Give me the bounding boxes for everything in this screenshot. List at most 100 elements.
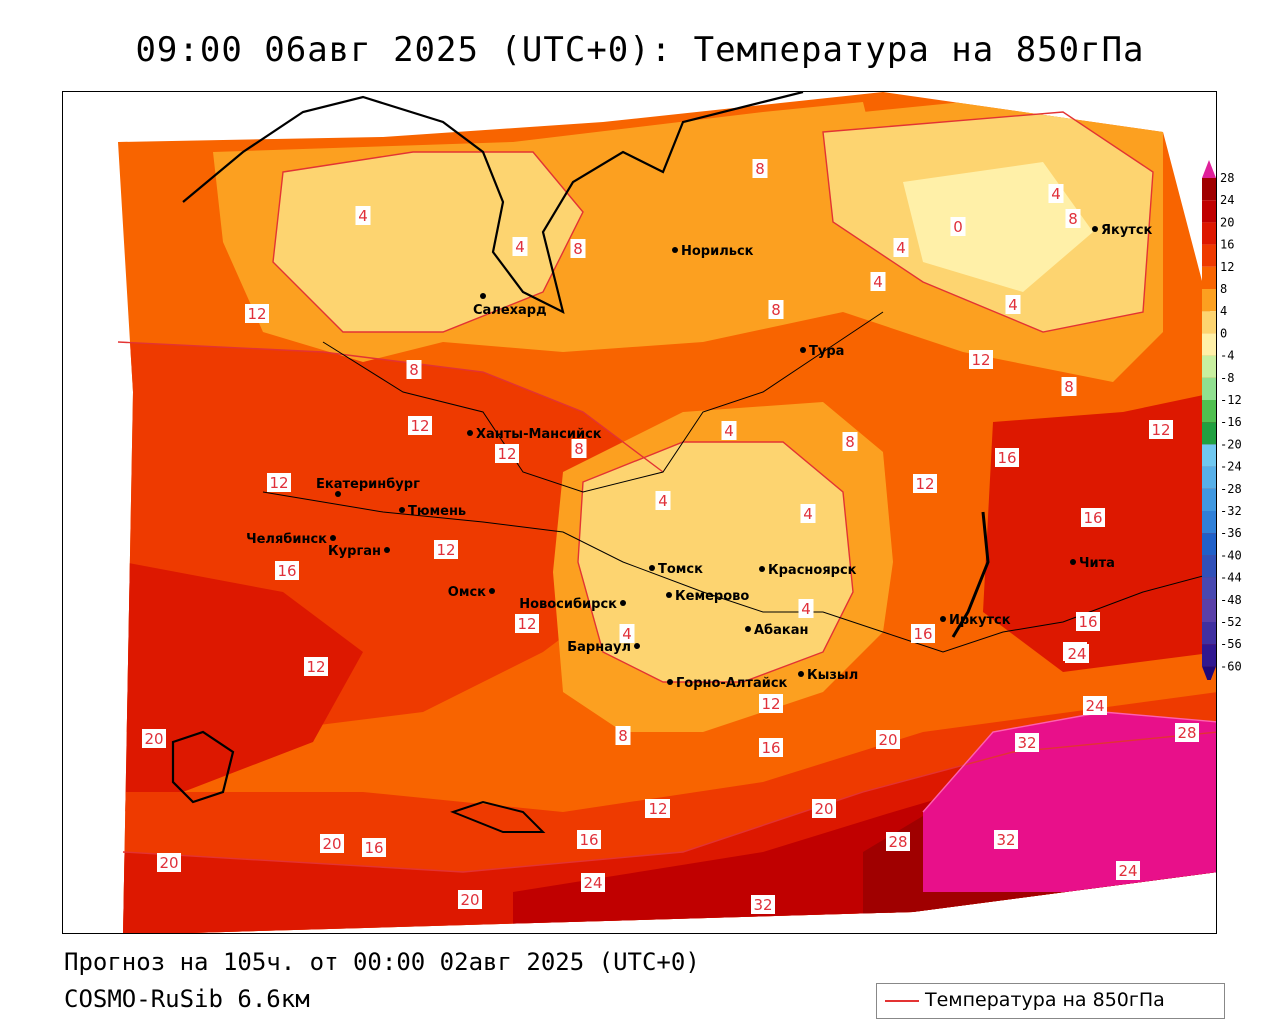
- city-dot: [800, 347, 806, 353]
- city-dot: [384, 547, 390, 553]
- svg-text:20: 20: [814, 800, 833, 818]
- svg-text:12: 12: [648, 800, 667, 818]
- city-dot: [666, 592, 672, 598]
- contour-labels-layer: 4488840484128448128121284481212161612161…: [142, 159, 1199, 914]
- svg-text:20: 20: [322, 835, 341, 853]
- colorbar-tick-label: -12: [1220, 393, 1242, 407]
- svg-text:4: 4: [515, 238, 525, 256]
- colorbar-swatch: [1202, 178, 1216, 201]
- arctic-coastline: [182, 92, 804, 315]
- caspian-sea: [171, 730, 235, 804]
- svg-text:16: 16: [1078, 613, 1097, 631]
- map-title: 09:00 06авг 2025 (UTC+0): Температура на…: [135, 30, 1145, 70]
- contour-label: 20: [812, 799, 836, 818]
- contour-label: 20: [458, 890, 482, 909]
- svg-text:32: 32: [996, 831, 1015, 849]
- city-label: Салехард: [473, 303, 547, 318]
- colorbar-swatch: [1202, 266, 1216, 289]
- svg-text:12: 12: [306, 658, 325, 676]
- city-label: Барнаул: [567, 640, 631, 655]
- contour-label: 4: [355, 206, 371, 225]
- colorbar-tick-label: -4: [1220, 349, 1234, 363]
- colorbar-swatch: [1202, 444, 1216, 467]
- svg-text:8: 8: [845, 433, 855, 451]
- contour-label: 20: [142, 729, 166, 748]
- colorbar-swatch: [1202, 599, 1216, 622]
- contour-label: 8: [571, 439, 587, 458]
- contour-4-central: [577, 441, 854, 683]
- contour-label: 12: [759, 694, 783, 713]
- colorbar-tick-label: -20: [1220, 437, 1242, 451]
- contour-label: 12: [913, 474, 937, 493]
- legend-label: Температура на 850гПа: [925, 989, 1165, 1011]
- svg-text:24: 24: [1118, 862, 1137, 880]
- city-label: Новосибирск: [519, 597, 617, 612]
- svg-text:12: 12: [761, 695, 780, 713]
- contour-label: 16: [759, 738, 783, 757]
- contour-label: 24: [1083, 696, 1107, 715]
- colorbar-tick-label: 0: [1220, 326, 1227, 340]
- contour-label: 8: [1061, 377, 1077, 396]
- contour-label: 32: [994, 830, 1018, 849]
- map-frame[interactable]: Норильск Якутск Салехард Тура Ханты-Мансийск…: [62, 91, 1217, 934]
- contour-label: 4: [655, 491, 671, 510]
- contour-label: 20: [320, 834, 344, 853]
- svg-text:0: 0: [953, 218, 963, 236]
- svg-text:20: 20: [159, 854, 178, 872]
- colorbar: 28 24 20 16 12 8 4 0 -4 -8 -12 -16 -20 -24 -28 -32 -36 -4…: [1202, 160, 1242, 680]
- svg-text:32: 32: [753, 896, 772, 914]
- city-dot: [399, 507, 405, 513]
- svg-text:4: 4: [896, 239, 906, 257]
- colorbar-swatches: [1202, 160, 1216, 680]
- colorbar-swatch: [1202, 377, 1216, 400]
- svg-text:4: 4: [658, 492, 668, 510]
- city-label: Тюмень: [408, 504, 466, 519]
- colorbar-swatch: [1202, 466, 1216, 489]
- city-label: Курган: [328, 544, 381, 559]
- contour-label: 24: [1065, 644, 1089, 663]
- city-label: Омск: [448, 585, 486, 600]
- temperature-field: [118, 92, 1216, 933]
- contour-label: 20: [157, 853, 181, 872]
- contour-label: 0: [950, 217, 966, 236]
- svg-text:24: 24: [1085, 697, 1104, 715]
- contour-label: 28: [886, 832, 910, 851]
- contour-label: 12: [267, 473, 291, 492]
- svg-text:12: 12: [269, 474, 288, 492]
- svg-text:16: 16: [761, 739, 780, 757]
- colorbar-tick-label: -24: [1220, 460, 1242, 474]
- colorbar-tick-label: 12: [1220, 260, 1234, 274]
- svg-text:24: 24: [1067, 645, 1086, 663]
- contour-label: 24: [1116, 861, 1140, 880]
- svg-text:8: 8: [573, 240, 583, 258]
- model-info: COSMO-RuSib 6.6км: [64, 985, 310, 1013]
- colorbar-tick-label: 24: [1220, 193, 1234, 207]
- city-label: Абакан: [754, 623, 809, 638]
- colorbar-swatch: [1202, 511, 1216, 534]
- svg-text:4: 4: [1008, 296, 1018, 314]
- contour-label: 8: [842, 432, 858, 451]
- contour-label: 16: [1081, 508, 1105, 527]
- lake-balkhash: [450, 800, 546, 833]
- svg-text:16: 16: [579, 831, 598, 849]
- svg-text:12: 12: [1151, 421, 1170, 439]
- colorbar-tick-label: -52: [1220, 615, 1242, 629]
- contour-lines: [117, 111, 1216, 873]
- svg-text:20: 20: [878, 731, 897, 749]
- contour-label: 4: [512, 237, 528, 256]
- contour-label: 4: [800, 504, 816, 523]
- colorbar-labels: 28 24 20 16 12 8 4 0 -4 -8 -12 -16 -20 -24 -28 -32 -36 -4…: [1220, 171, 1242, 673]
- forecast-info: Прогноз на 105ч. от 00:00 02авг 2025 (UT…: [64, 948, 700, 976]
- colorbar-tick-label: -40: [1220, 548, 1242, 562]
- svg-text:12: 12: [971, 351, 990, 369]
- svg-text:12: 12: [497, 445, 516, 463]
- contour-label: 4: [1005, 295, 1021, 314]
- svg-text:16: 16: [364, 839, 383, 857]
- contour-label: 4: [1048, 184, 1064, 203]
- colorbar-bottom-arrow: [1202, 666, 1216, 680]
- city-dot: [649, 565, 655, 571]
- contour-4-northeast: [822, 111, 1154, 333]
- colorbar-tick-label: -8: [1220, 371, 1234, 385]
- contour-16: [117, 341, 664, 473]
- svg-text:4: 4: [358, 207, 368, 225]
